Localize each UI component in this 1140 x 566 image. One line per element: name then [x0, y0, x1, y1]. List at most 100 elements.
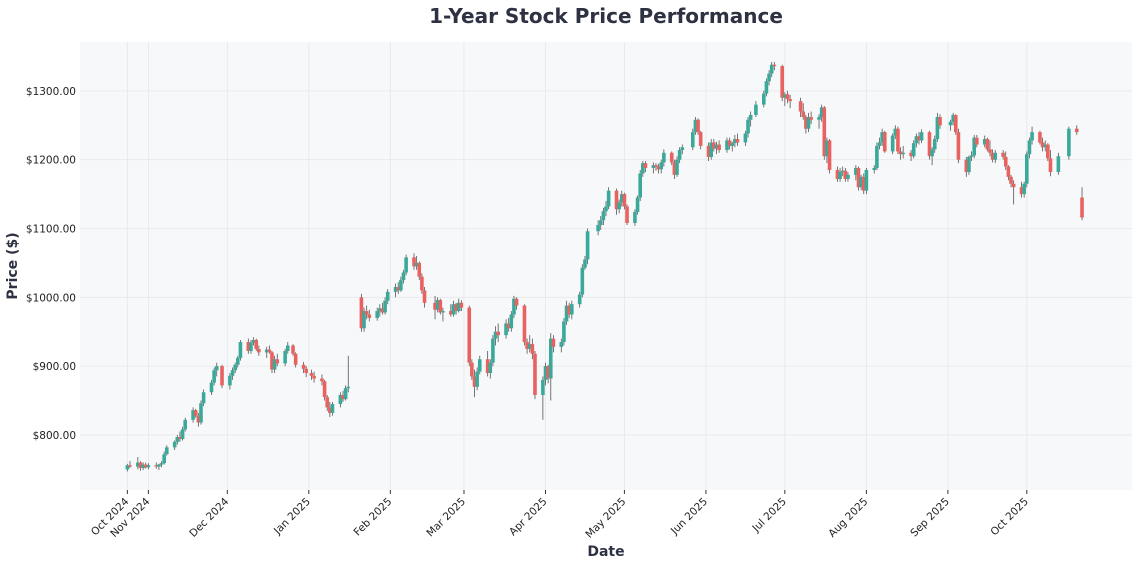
candle-body: [514, 298, 519, 306]
candle-body: [438, 300, 443, 313]
candle-body: [901, 152, 905, 155]
candle-up: [201, 389, 206, 407]
candle-down: [449, 304, 453, 317]
candle-body: [267, 349, 272, 353]
candle-body: [822, 107, 827, 157]
x-axis-label: Date: [587, 544, 624, 560]
candle-up: [164, 445, 169, 456]
candle-body: [617, 202, 621, 210]
candle-body: [233, 364, 237, 371]
candle-body: [890, 135, 895, 152]
candle-body: [178, 437, 182, 440]
candle-body: [712, 142, 716, 149]
candle-down: [1011, 180, 1016, 205]
candle-body: [136, 462, 140, 467]
candle-down: [938, 114, 942, 129]
candle-body: [183, 419, 187, 430]
candle-body: [375, 311, 379, 318]
candle-down: [270, 350, 274, 374]
candle-body: [927, 132, 932, 157]
candle-down: [788, 94, 792, 109]
candle-up: [251, 337, 256, 346]
candle-body: [125, 465, 130, 470]
candle-up: [512, 295, 516, 318]
candle-body: [175, 437, 180, 442]
candle-down: [1040, 137, 1045, 152]
candle-down: [882, 130, 887, 153]
candle-down: [964, 156, 969, 177]
candle-body: [420, 276, 424, 291]
candle-down: [917, 132, 921, 145]
candle-body: [1048, 158, 1053, 173]
candle-body: [504, 323, 508, 336]
candle-body: [854, 167, 858, 175]
candle-down: [304, 366, 308, 378]
candle-body: [1043, 144, 1048, 148]
candle-up: [604, 200, 608, 217]
candle-body: [230, 370, 235, 376]
candle-body: [475, 371, 479, 387]
candle-up: [157, 463, 161, 471]
candle-down: [420, 273, 424, 294]
candle-body: [856, 167, 861, 188]
candle-up: [606, 187, 611, 210]
candle-body: [477, 359, 482, 372]
candle-body: [246, 342, 251, 351]
candle-body: [343, 388, 348, 400]
x-tick-label: Mar 2025: [424, 496, 468, 540]
candle-up: [236, 355, 240, 368]
candle-up: [598, 216, 603, 230]
candle-body: [322, 381, 327, 398]
candle-down: [359, 293, 364, 332]
candle-body: [840, 170, 845, 173]
candle-body: [1080, 197, 1084, 218]
candle-body: [764, 81, 769, 94]
candle-up: [504, 319, 508, 339]
candle-down: [525, 338, 529, 354]
candle-body: [275, 359, 280, 364]
candle-up: [1043, 140, 1048, 152]
candle-body: [309, 373, 314, 376]
candle-body: [677, 150, 682, 160]
candle-body: [619, 194, 624, 203]
candle-body: [509, 314, 514, 329]
candle-down: [785, 90, 790, 104]
x-tick-label: Jan 2025: [271, 496, 313, 538]
candle-body: [969, 155, 974, 157]
candle-body: [598, 220, 603, 226]
candle-up: [725, 137, 729, 153]
candle-up: [375, 307, 379, 321]
candle-body: [396, 286, 401, 291]
candle-body: [320, 378, 324, 382]
candle-body: [567, 305, 571, 315]
candle-down: [128, 461, 132, 468]
candle-up: [272, 355, 277, 374]
candle-body: [659, 162, 664, 170]
candle-down: [717, 140, 721, 153]
candle-body: [414, 262, 419, 267]
candle-down: [1048, 150, 1053, 177]
candle-up: [919, 129, 924, 144]
candle-body: [985, 139, 990, 150]
candle-down: [301, 362, 306, 374]
candle-body: [1074, 128, 1079, 133]
candle-body: [472, 376, 477, 387]
candle-body: [146, 465, 151, 468]
candle-body: [1040, 142, 1045, 148]
candle-up: [619, 190, 624, 207]
candle-up: [385, 289, 390, 305]
x-tick-label: Sep 2025: [908, 496, 952, 540]
candle-down: [220, 364, 224, 389]
candle-down: [551, 335, 556, 353]
candle-body: [1030, 132, 1034, 141]
candle-down: [801, 103, 806, 120]
candle-up: [840, 166, 845, 177]
y-axis-label: Price ($): [5, 232, 21, 299]
candle-up: [890, 133, 895, 155]
candle-down: [822, 106, 827, 160]
candle-up: [714, 141, 719, 155]
candle-down: [422, 286, 427, 308]
x-tick-label: Jul 2025: [750, 496, 789, 535]
candle-up: [911, 140, 916, 159]
candle-body: [625, 206, 629, 223]
